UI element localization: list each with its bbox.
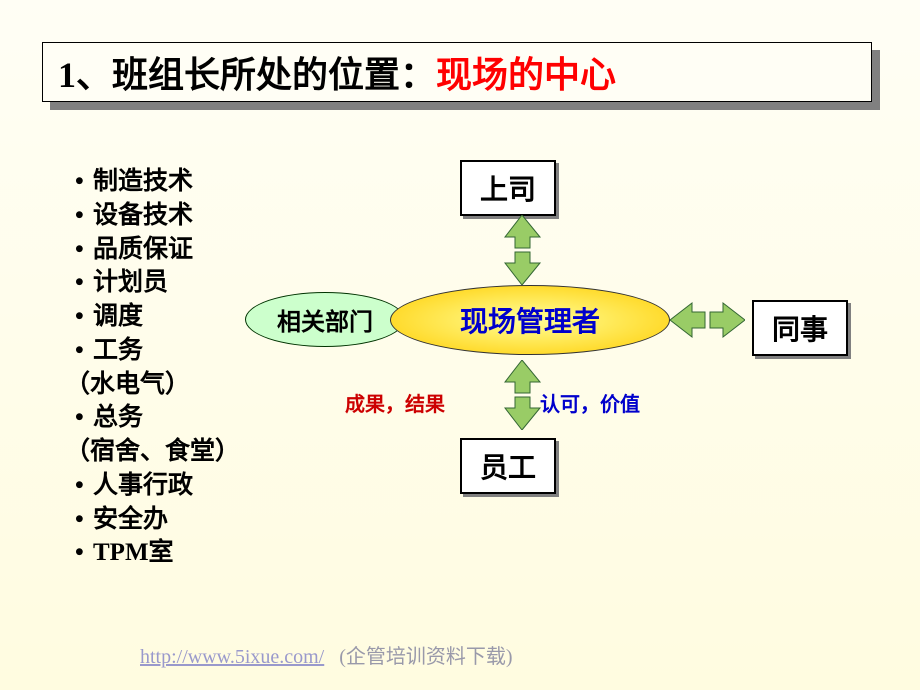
footer-text: (企管培训资料下载)	[339, 646, 512, 668]
title-box: 1、班组长所处的位置： 现场的中心	[42, 42, 872, 102]
node-right-label: 同事	[772, 308, 828, 348]
footer-link[interactable]: http://www.5ixue.com/	[140, 646, 324, 668]
title-black: 1、班组长所处的位置：	[58, 46, 436, 98]
arrow-up-icon	[495, 215, 550, 285]
bullet-item: 安全办	[75, 503, 240, 537]
node-bottom: 员工	[460, 438, 556, 494]
bullet-list: 制造技术设备技术品质保证计划员调度工务（水电气）总务（宿舍、食堂）人事行政安全办…	[75, 165, 240, 570]
bullet-item: 品质保证	[75, 233, 240, 267]
bullet-item: TPM室	[75, 536, 240, 570]
bullet-item: 工务	[75, 334, 240, 368]
label-blue: 认可，价值	[540, 388, 640, 417]
center-label: 现场管理者	[460, 300, 600, 340]
footer: http://www.5ixue.com/ (企管培训资料下载)	[140, 640, 513, 669]
dept-oval-label: 相关部门	[277, 302, 373, 337]
title-red: 现场的中心	[436, 46, 616, 98]
bullet-item: （水电气）	[65, 368, 240, 402]
bullet-item: 总务	[75, 401, 240, 435]
center-oval: 现场管理者	[390, 285, 670, 355]
label-red: 成果，结果	[345, 388, 445, 417]
bullet-item: 调度	[75, 300, 240, 334]
node-top-label: 上司	[480, 168, 536, 208]
node-top: 上司	[460, 160, 556, 216]
diagram-area: 上司 员工 同事 相关部门 现场管理者 成果，结果 认可，价值	[240, 160, 890, 510]
node-bottom-label: 员工	[480, 446, 536, 486]
bullet-item: 计划员	[75, 266, 240, 300]
arrow-right-icon	[670, 295, 745, 345]
bullet-item: 制造技术	[75, 165, 240, 199]
bullet-item: 人事行政	[75, 469, 240, 503]
dept-oval: 相关部门	[245, 292, 405, 347]
bullet-item: （宿舍、食堂）	[65, 435, 240, 469]
node-right: 同事	[752, 300, 848, 356]
bullet-item: 设备技术	[75, 199, 240, 233]
